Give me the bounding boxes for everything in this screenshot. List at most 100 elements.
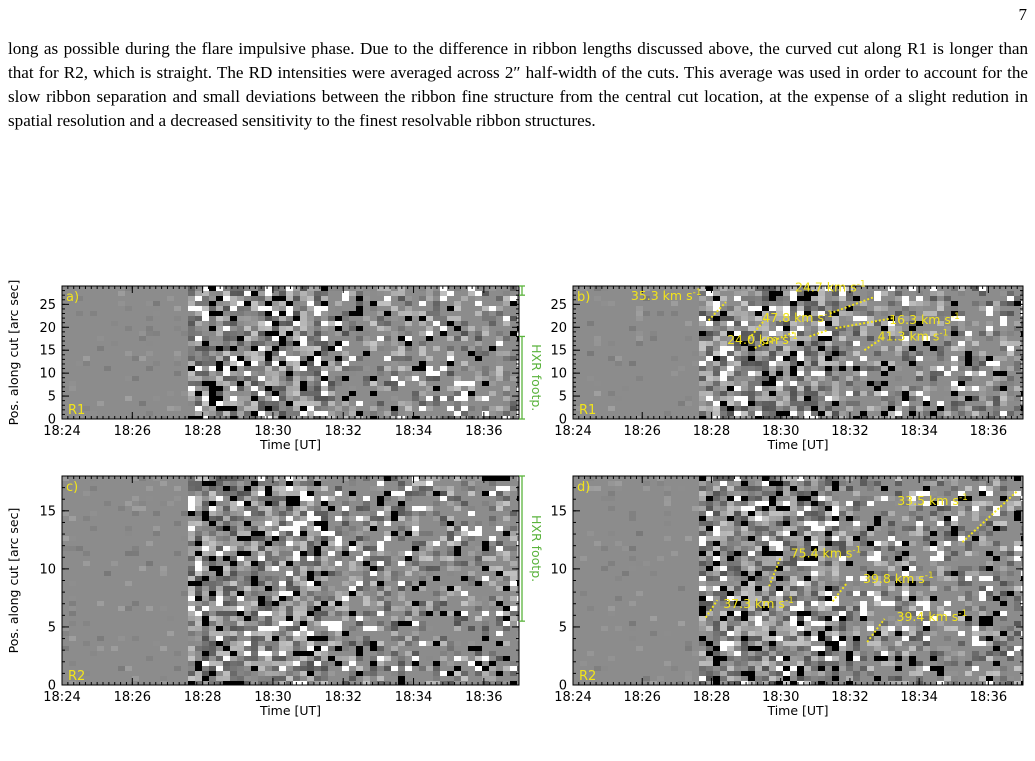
y-tick-label: 5 (559, 620, 567, 635)
speed-label: 16.3 km s-1 (889, 312, 960, 327)
x-axis-label: Time [UT] (766, 437, 828, 452)
panel-letter: b) (577, 290, 590, 305)
x-tick-label: 18:24 (43, 424, 80, 439)
speed-label: 35.3 km s-1 (631, 288, 702, 303)
speed-fit-line (866, 618, 886, 643)
y-tick-label: 0 (559, 679, 567, 694)
speed-fit-line (754, 330, 796, 349)
y-tick-label: 15 (39, 344, 56, 359)
hxr-footpoint-label: HXR footp. (529, 515, 544, 582)
speed-fit-line (961, 490, 1018, 543)
speed-unit-exponent: -1 (852, 545, 861, 555)
x-tick-label: 18:36 (465, 424, 502, 439)
panel-letter: d) (577, 480, 590, 495)
y-tick-label: 25 (39, 298, 56, 313)
speed-label: 39.8 km s-1 (863, 571, 934, 586)
x-tick-label: 18:28 (693, 690, 730, 705)
heatmap-texture (62, 286, 519, 419)
speed-label: 33.5 km s-1 (897, 493, 968, 508)
figure-canvas: 18:24 18:26 18:28 18:30 18:32 18:34 18:36 0 5 10 1… (6, 280, 1024, 718)
x-tick-label: 18:30 (762, 690, 799, 705)
panel-letter: a) (66, 290, 79, 305)
y-tick-label: 0 (48, 413, 56, 428)
panel-d: 18:24 18:26 18:28 18:30 18:32 18:34 18:36 0 5 10 1… (550, 475, 1024, 718)
x-tick-label: 18:34 (900, 424, 937, 439)
x-axis-label: Time [UT] (259, 437, 321, 452)
x-tick-label: 18:24 (554, 690, 591, 705)
x-tick-label: 18:30 (254, 424, 291, 439)
hxr-footpoint-label: HXR footp. (529, 344, 544, 411)
x-tick-label: 18:26 (623, 690, 660, 705)
x-tick-label: 18:28 (184, 424, 221, 439)
speed-label: 39.4 km s-1 (897, 609, 968, 624)
y-axis-label: Pos. along cut [arc sec] (6, 508, 21, 654)
x-tick-label: 18:32 (324, 690, 361, 705)
speed-unit-exponent: -1 (939, 329, 948, 339)
x-tick-label: 18:34 (395, 424, 432, 439)
y-axis-label: Pos. along cut [arc sec] (6, 280, 21, 425)
x-tick-label: 18:36 (970, 424, 1007, 439)
x-tick-label: 18:28 (693, 424, 730, 439)
speed-label: 75.4 km s-1 (791, 545, 862, 560)
x-tick-label: 18:28 (184, 690, 221, 705)
y-tick-label: 0 (559, 413, 567, 428)
speed-fit-line (704, 599, 719, 619)
speed-fit-line (707, 301, 727, 322)
speed-label: 37.3 km s-1 (723, 596, 794, 611)
speed-unit-exponent: -1 (824, 310, 833, 320)
speed-unit-exponent: -1 (958, 609, 967, 619)
y-tick-label: 5 (48, 390, 56, 405)
x-tick-label: 18:24 (554, 424, 591, 439)
panel-a: 18:24 18:26 18:28 18:30 18:32 18:34 18:36 0 5 10 1… (6, 280, 544, 452)
y-tick-label: 5 (48, 620, 56, 635)
y-tick-label: 10 (39, 562, 56, 577)
x-tick-label: 18:32 (831, 690, 868, 705)
speed-unit-exponent: -1 (959, 493, 968, 503)
speed-unit-exponent: -1 (785, 596, 794, 606)
speed-unit-exponent: -1 (693, 288, 702, 298)
speed-label: 24.7 km s-1 (795, 280, 866, 294)
ribbon-label: R2 (579, 669, 596, 684)
page-number: 7 (1018, 5, 1028, 24)
speed-fit-line (809, 329, 828, 338)
speed-fit-line (835, 317, 894, 330)
speed-label: 24.0 km s-1 (727, 332, 798, 347)
x-tick-label: 18:26 (623, 424, 660, 439)
x-tick-label: 18:32 (831, 424, 868, 439)
y-tick-label: 0 (48, 679, 56, 694)
speed-label: 41.3 km s-1 (878, 329, 949, 344)
x-tick-label: 18:30 (254, 690, 291, 705)
y-tick-label: 25 (550, 298, 567, 313)
speed-label: 47.8 km s-1 (762, 310, 833, 325)
x-axis-label: Time [UT] (259, 703, 321, 718)
x-tick-label: 18:36 (970, 690, 1007, 705)
speed-unit-exponent: -1 (925, 571, 934, 581)
heatmap-texture (62, 476, 519, 685)
speed-unit-exponent: -1 (789, 332, 798, 342)
y-tick-label: 20 (550, 321, 567, 336)
body-paragraph: long as possible during the flare impuls… (8, 37, 1028, 133)
y-tick-label: 10 (550, 367, 567, 382)
x-tick-label: 18:30 (762, 424, 799, 439)
y-tick-label: 15 (39, 504, 56, 519)
speed-fit-line (863, 337, 883, 352)
x-tick-label: 18:34 (900, 690, 937, 705)
y-tick-label: 15 (550, 344, 567, 359)
y-tick-label: 15 (550, 504, 567, 519)
speed-unit-exponent: -1 (857, 280, 866, 289)
y-tick-label: 5 (559, 390, 567, 405)
ribbon-label: R1 (579, 403, 596, 418)
x-tick-label: 18:26 (114, 690, 151, 705)
x-axis-label: Time [UT] (766, 703, 828, 718)
y-tick-label: 20 (39, 321, 56, 336)
heatmap-texture (573, 286, 1023, 419)
heatmap-texture (580, 476, 1023, 685)
y-tick-label: 10 (550, 562, 567, 577)
paragraph-text: long as possible during the flare impuls… (8, 39, 1028, 130)
x-tick-label: 18:26 (114, 424, 151, 439)
x-tick-label: 18:32 (324, 424, 361, 439)
speed-fit-line (748, 317, 768, 340)
speed-fit-line (768, 556, 782, 587)
panel-b: 18:24 18:26 18:28 18:30 18:32 18:34 18:36 0 5 10 1… (550, 280, 1024, 452)
ribbon-label: R2 (68, 669, 85, 684)
